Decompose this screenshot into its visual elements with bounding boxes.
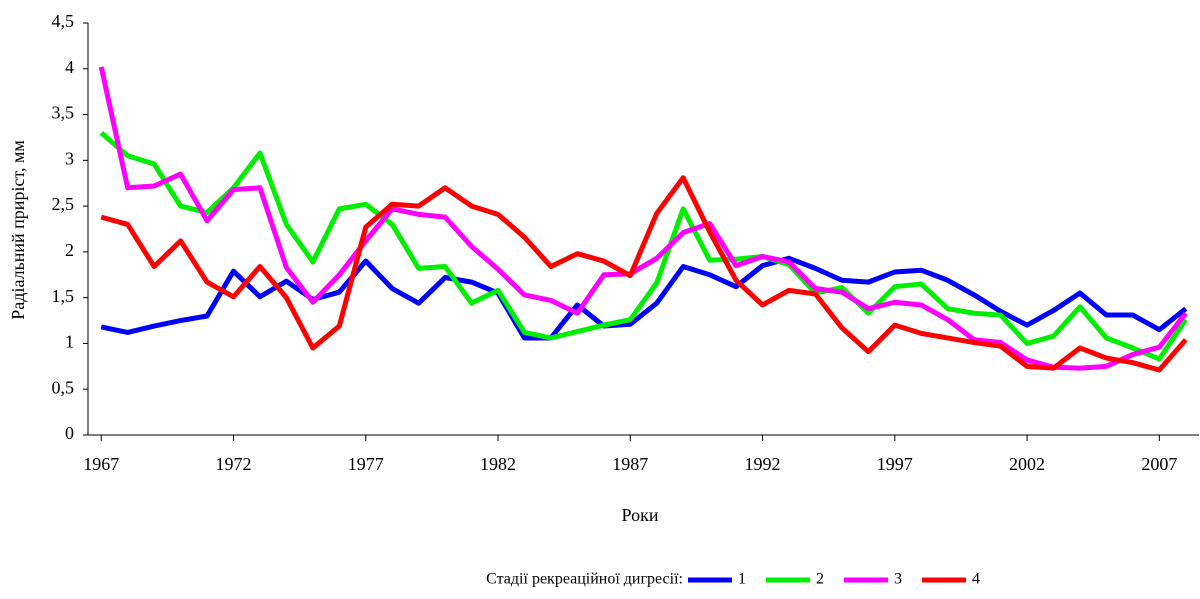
legend-label: 2 bbox=[816, 571, 824, 588]
x-tick-label: 1972 bbox=[215, 454, 251, 474]
x-tick-label: 1997 bbox=[877, 454, 913, 474]
y-tick-label: 2,5 bbox=[52, 194, 75, 214]
y-tick-label: 1,5 bbox=[52, 286, 75, 306]
series-line bbox=[100, 175, 1188, 373]
legend-label: 3 bbox=[894, 571, 902, 588]
x-tick-label: 1987 bbox=[612, 454, 648, 474]
x-tick-label: 1992 bbox=[745, 454, 781, 474]
y-tick-label: 2 bbox=[65, 240, 74, 260]
x-tick-label: 1982 bbox=[480, 454, 516, 474]
y-tick-label: 3,5 bbox=[52, 103, 75, 123]
y-tick-label: 1 bbox=[65, 332, 74, 352]
x-tick-label: 2002 bbox=[1009, 454, 1045, 474]
y-tick-label: 0,5 bbox=[52, 377, 75, 397]
x-tick-label: 1977 bbox=[348, 454, 384, 474]
y-tick-label: 0 bbox=[65, 423, 74, 443]
y-tick-label: 3 bbox=[65, 148, 74, 168]
y-axis-title: Радіальний приріст, мм bbox=[8, 140, 28, 319]
series-line bbox=[100, 255, 1188, 341]
legend-label: 4 bbox=[972, 571, 980, 588]
y-tick-label: 4,5 bbox=[52, 11, 75, 31]
legend-title: Стадії рекреаційної дигресії: bbox=[486, 571, 683, 588]
x-axis-title: Роки bbox=[622, 505, 659, 525]
legend-label: 1 bbox=[738, 571, 746, 588]
x-tick-label: 1967 bbox=[83, 454, 119, 474]
series-line bbox=[98, 66, 1188, 371]
x-tick-label: 2007 bbox=[1141, 454, 1177, 474]
series-line bbox=[99, 130, 1188, 362]
y-tick-label: 4 bbox=[65, 57, 74, 77]
